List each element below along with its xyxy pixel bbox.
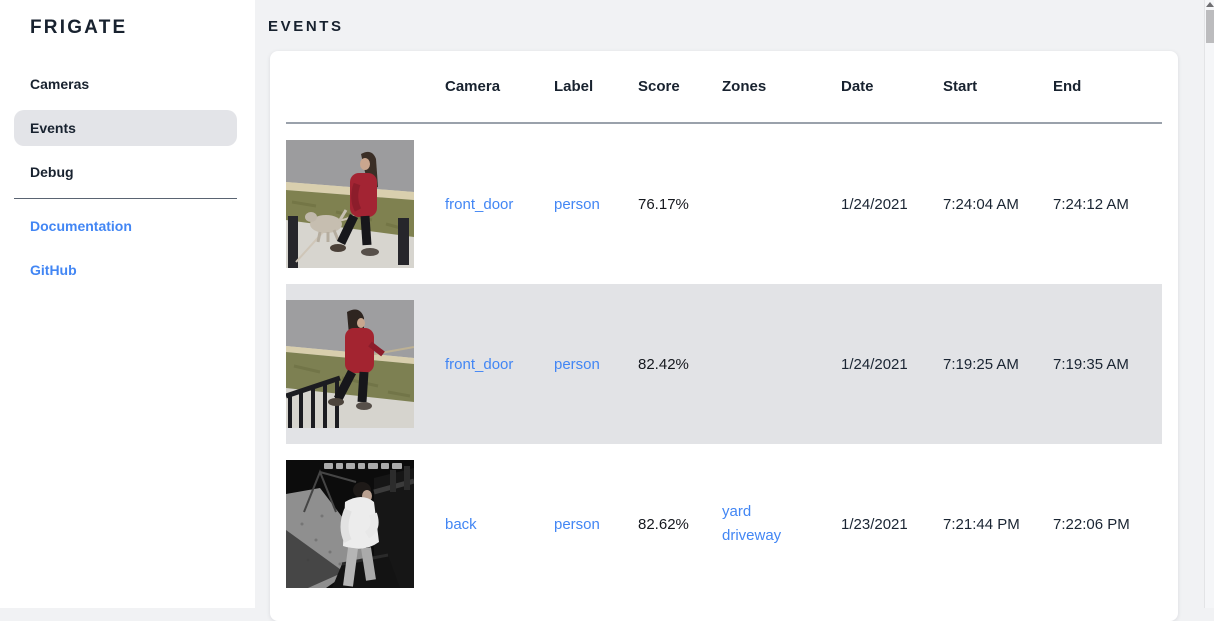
start-time-value: 7:19:25 AM <box>943 355 1019 373</box>
page-title: EVENTS <box>268 18 344 35</box>
sidebar-divider <box>14 198 237 199</box>
column-header-label: Label <box>554 78 594 95</box>
event-row[interactable]: front_door person 82.42% 1/24/2021 7:19:… <box>286 284 1162 444</box>
date-value: 1/23/2021 <box>841 515 908 533</box>
event-row[interactable]: front_door person 76.17% 1/24/2021 7:24:… <box>286 124 1162 284</box>
score-value: 82.62% <box>638 515 689 533</box>
event-thumbnail[interactable] <box>286 460 414 588</box>
end-time-value: 7:19:35 AM <box>1053 355 1129 373</box>
column-header-end: End <box>1053 78 1082 95</box>
sidebar: FRIGATE Cameras Events Debug Documentati… <box>0 0 255 608</box>
sidebar-external-links: Documentation GitHub <box>0 208 255 288</box>
camera-link[interactable]: front_door <box>445 355 514 373</box>
main-content: EVENTS Camera Label Score Zones Date Sta… <box>255 0 1204 621</box>
sidebar-link-label: GitHub <box>30 262 77 278</box>
label-link[interactable]: person <box>554 515 600 533</box>
sidebar-item-label: Events <box>30 120 76 136</box>
sidebar-item-debug[interactable]: Debug <box>14 154 237 190</box>
end-time-value: 7:22:06 PM <box>1053 515 1130 533</box>
column-header-score: Score <box>638 78 680 95</box>
event-thumbnail[interactable] <box>286 140 414 268</box>
end-time-value: 7:24:12 AM <box>1053 195 1129 213</box>
column-header-date: Date <box>841 78 874 95</box>
sidebar-link-label: Documentation <box>30 218 132 234</box>
sidebar-item-label: Cameras <box>30 76 90 92</box>
events-table-header: Camera Label Score Zones Date Start End <box>286 51 1162 124</box>
column-header-start: Start <box>943 78 978 95</box>
zone-link[interactable]: yard <box>722 503 752 520</box>
score-value: 76.17% <box>638 195 689 213</box>
column-header-zones: Zones <box>722 78 767 95</box>
events-card: Camera Label Score Zones Date Start End <box>270 51 1178 621</box>
column-header-camera: Camera <box>445 78 501 95</box>
zones-cell: yard driveway <box>722 500 841 548</box>
scrollbar-thumb[interactable] <box>1206 10 1214 43</box>
event-row[interactable]: back person 82.62% yard driveway 1/23/20… <box>286 444 1162 604</box>
camera-link[interactable]: back <box>445 515 477 533</box>
frigate-logo: FRIGATE <box>30 17 128 38</box>
sidebar-link-github[interactable]: GitHub <box>14 252 237 288</box>
score-value: 82.42% <box>638 355 689 373</box>
camera-link[interactable]: front_door <box>445 195 514 213</box>
sidebar-nav: Cameras Events Debug <box>0 66 255 190</box>
scrollbar-up-arrow-icon[interactable] <box>1206 2 1214 7</box>
scrollbar[interactable] <box>1204 0 1214 608</box>
zone-link[interactable]: driveway <box>722 527 782 544</box>
date-value: 1/24/2021 <box>841 355 908 373</box>
label-link[interactable]: person <box>554 355 600 373</box>
start-time-value: 7:21:44 PM <box>943 515 1020 533</box>
label-link[interactable]: person <box>554 195 600 213</box>
thumbnail-cell <box>286 460 445 588</box>
sidebar-item-label: Debug <box>30 164 74 180</box>
date-value: 1/24/2021 <box>841 195 908 213</box>
thumbnail-cell <box>286 140 445 268</box>
sidebar-link-documentation[interactable]: Documentation <box>14 208 237 244</box>
sidebar-item-events[interactable]: Events <box>14 110 237 146</box>
sidebar-item-cameras[interactable]: Cameras <box>14 66 237 102</box>
start-time-value: 7:24:04 AM <box>943 195 1019 213</box>
thumbnail-cell <box>286 300 445 428</box>
event-thumbnail[interactable] <box>286 300 414 428</box>
